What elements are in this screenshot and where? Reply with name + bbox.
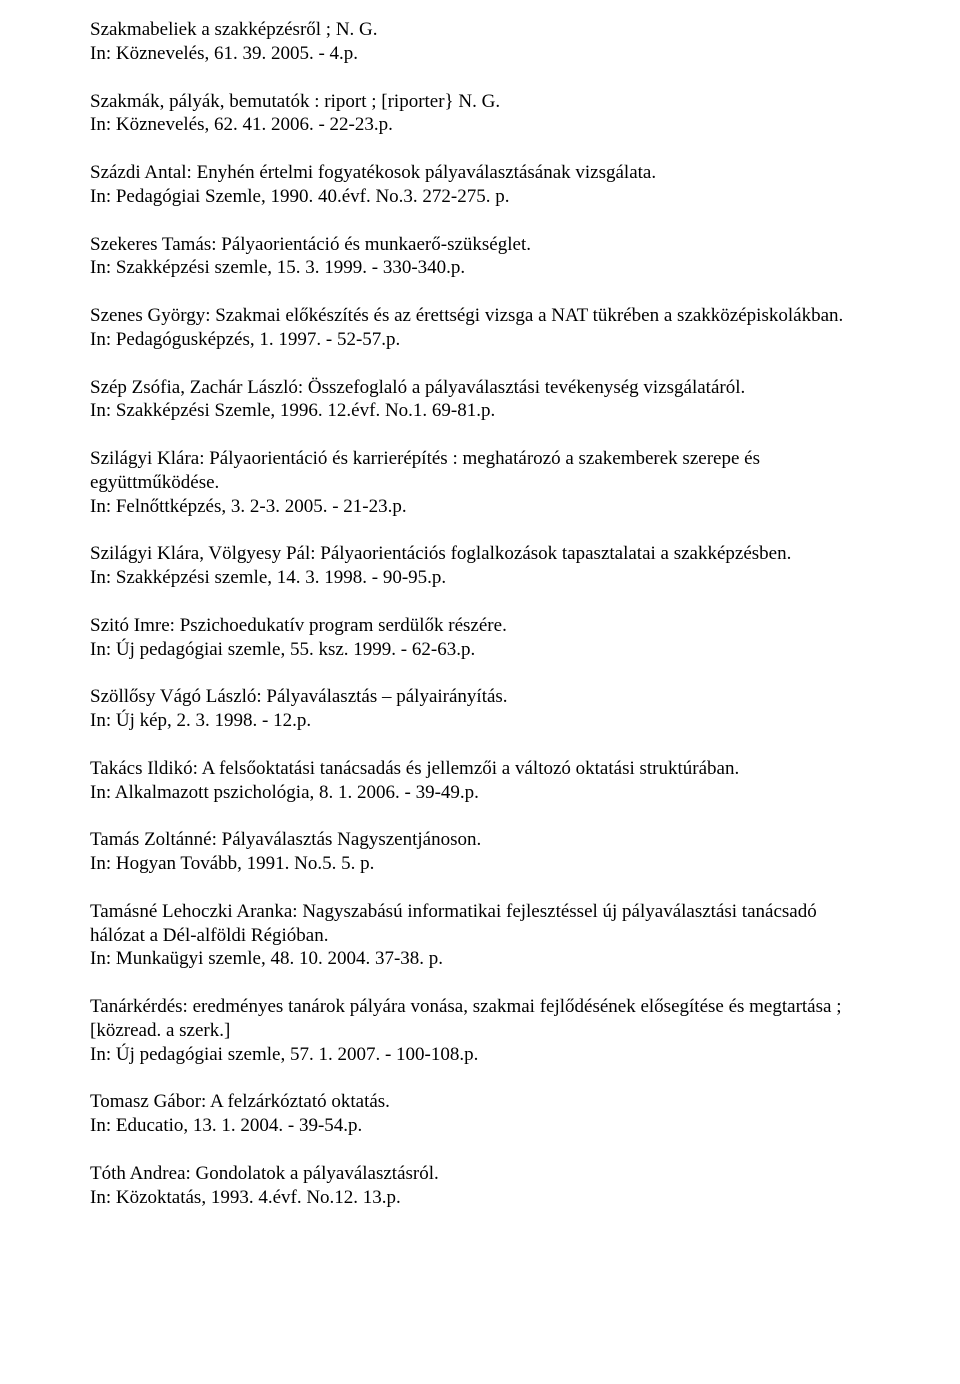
bibliography-entry: Szakmabeliek a szakképzésről ; N. G.In: … xyxy=(90,18,870,66)
entry-line: In: Educatio, 13. 1. 2004. - 39-54.p. xyxy=(90,1114,870,1138)
entry-line: Szöllősy Vágó László: Pályaválasztás – p… xyxy=(90,685,870,709)
entry-line: In: Pedagógiai Szemle, 1990. 40.évf. No.… xyxy=(90,185,870,209)
entry-line: Szitó Imre: Pszichoedukatív program serd… xyxy=(90,614,870,638)
bibliography-entry: Szenes György: Szakmai előkészítés és az… xyxy=(90,304,870,352)
entry-line: In: Szakképzési szemle, 15. 3. 1999. - 3… xyxy=(90,256,870,280)
entry-line: Szép Zsófia, Zachár László: Összefoglaló… xyxy=(90,376,870,400)
entry-line: Százdi Antal: Enyhén értelmi fogyatékoso… xyxy=(90,161,870,185)
entry-line: In: Szakképzési szemle, 14. 3. 1998. - 9… xyxy=(90,566,870,590)
entry-line: In: Munkaügyi szemle, 48. 10. 2004. 37-3… xyxy=(90,947,870,971)
entry-line: Szakmák, pályák, bemutatók : riport ; [r… xyxy=(90,90,870,114)
bibliography-entry: Szakmák, pályák, bemutatók : riport ; [r… xyxy=(90,90,870,138)
entry-line: In: Hogyan Tovább, 1991. No.5. 5. p. xyxy=(90,852,870,876)
bibliography-entry: Tamás Zoltánné: Pályaválasztás Nagyszent… xyxy=(90,828,870,876)
entry-line: Szakmabeliek a szakképzésről ; N. G. xyxy=(90,18,870,42)
entry-line: Takács Ildikó: A felsőoktatási tanácsadá… xyxy=(90,757,870,781)
bibliography-entry: Takács Ildikó: A felsőoktatási tanácsadá… xyxy=(90,757,870,805)
entry-line: In: Köznevelés, 62. 41. 2006. - 22-23.p. xyxy=(90,113,870,137)
entry-line: In: Új pedagógiai szemle, 55. ksz. 1999.… xyxy=(90,638,870,662)
bibliography-entry: Szilágyi Klára: Pályaorientáció és karri… xyxy=(90,447,870,518)
entry-line: Szilágyi Klára, Völgyesy Pál: Pályaorien… xyxy=(90,542,870,566)
bibliography-entry: Tomasz Gábor: A felzárkóztató oktatás.In… xyxy=(90,1090,870,1138)
entry-line: Tamás Zoltánné: Pályaválasztás Nagyszent… xyxy=(90,828,870,852)
bibliography-entry: Tamásné Lehoczki Aranka: Nagyszabású inf… xyxy=(90,900,870,971)
bibliography-entry: Tanárkérdés: eredményes tanárok pályára … xyxy=(90,995,870,1066)
entry-line: In: Új kép, 2. 3. 1998. - 12.p. xyxy=(90,709,870,733)
entry-line: In: Pedagógusképzés, 1. 1997. - 52-57.p. xyxy=(90,328,870,352)
entry-line: In: Új pedagógiai szemle, 57. 1. 2007. -… xyxy=(90,1043,870,1067)
entry-line: In: Köznevelés, 61. 39. 2005. - 4.p. xyxy=(90,42,870,66)
document-page: Szakmabeliek a szakképzésről ; N. G.In: … xyxy=(0,0,960,1273)
bibliography-entry: Szép Zsófia, Zachár László: Összefoglaló… xyxy=(90,376,870,424)
bibliography-entry: Tóth Andrea: Gondolatok a pályaválasztás… xyxy=(90,1162,870,1210)
entry-line: In: Felnőttképzés, 3. 2-3. 2005. - 21-23… xyxy=(90,495,870,519)
entry-line: Szekeres Tamás: Pályaorientáció és munka… xyxy=(90,233,870,257)
entry-line: Szenes György: Szakmai előkészítés és az… xyxy=(90,304,870,328)
bibliography-entry: Százdi Antal: Enyhén értelmi fogyatékoso… xyxy=(90,161,870,209)
entry-line: In: Szakképzési Szemle, 1996. 12.évf. No… xyxy=(90,399,870,423)
entry-line: Tanárkérdés: eredményes tanárok pályára … xyxy=(90,995,870,1043)
entry-line: In: Közoktatás, 1993. 4.évf. No.12. 13.p… xyxy=(90,1186,870,1210)
entry-line: In: Alkalmazott pszichológia, 8. 1. 2006… xyxy=(90,781,870,805)
bibliography-entry: Szilágyi Klára, Völgyesy Pál: Pályaorien… xyxy=(90,542,870,590)
bibliography-entry: Szitó Imre: Pszichoedukatív program serd… xyxy=(90,614,870,662)
bibliography-entry: Szöllősy Vágó László: Pályaválasztás – p… xyxy=(90,685,870,733)
entry-line: Tomasz Gábor: A felzárkóztató oktatás. xyxy=(90,1090,870,1114)
entry-line: Tamásné Lehoczki Aranka: Nagyszabású inf… xyxy=(90,900,870,948)
entry-line: Tóth Andrea: Gondolatok a pályaválasztás… xyxy=(90,1162,870,1186)
bibliography-entry: Szekeres Tamás: Pályaorientáció és munka… xyxy=(90,233,870,281)
entry-line: Szilágyi Klára: Pályaorientáció és karri… xyxy=(90,447,870,495)
